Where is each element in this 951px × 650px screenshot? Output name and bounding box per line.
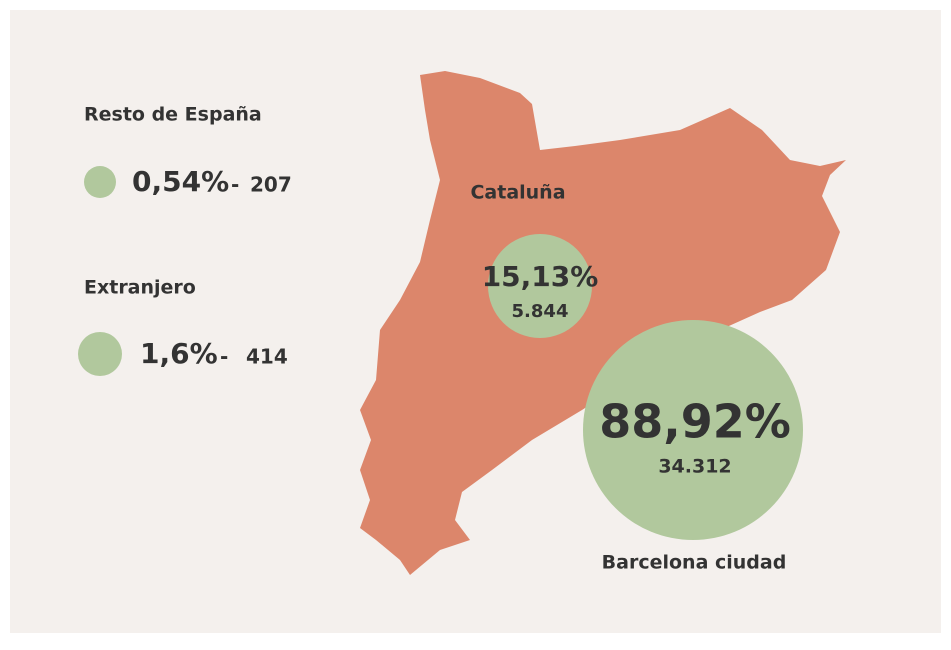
region-percent: 1,6% bbox=[140, 337, 218, 370]
region-count: 34.312 bbox=[658, 456, 731, 478]
region-percent: 88,92% bbox=[599, 395, 791, 449]
region-name: Barcelona ciudad bbox=[602, 552, 787, 574]
barcelona-bubble bbox=[583, 320, 803, 540]
region-name: Resto de España bbox=[84, 104, 262, 126]
region-count: 207 bbox=[250, 173, 292, 197]
region-count: 5.844 bbox=[512, 301, 569, 322]
legend-bubble bbox=[78, 332, 122, 376]
region-percent: 15,13% bbox=[482, 260, 599, 293]
separator: - bbox=[220, 345, 228, 369]
cataluna-bubble bbox=[488, 234, 592, 338]
region-name: Cataluña bbox=[470, 182, 565, 204]
region-percent: 0,54% bbox=[132, 165, 229, 198]
region-name: Extranjero bbox=[84, 277, 196, 299]
catalonia-map bbox=[360, 71, 846, 575]
legend-bubble bbox=[84, 166, 116, 198]
separator: - bbox=[231, 173, 239, 197]
region-count: 414 bbox=[246, 345, 288, 369]
